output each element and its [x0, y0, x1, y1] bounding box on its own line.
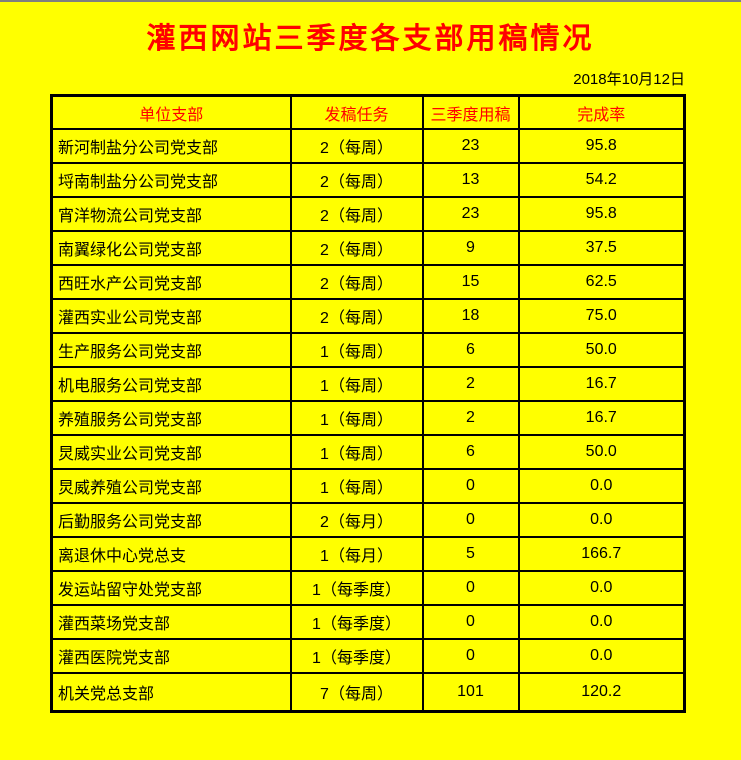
task-cell: 2（每周）: [289, 196, 424, 232]
table-row: 机电服务公司党支部 1（每周） 2 16.7: [50, 366, 686, 402]
unit-cell: 生产服务公司党支部: [50, 332, 292, 368]
report-date: 2018年10月12日: [573, 71, 685, 88]
task-cell: 1（每季度）: [289, 638, 424, 674]
rate-cell: 0.0: [517, 468, 686, 504]
unit-cell: 埒南制盐分公司党支部: [50, 162, 292, 198]
used-cell: 0: [421, 638, 520, 674]
column-header-rate: 完成率: [517, 94, 686, 130]
rate-cell: 16.7: [517, 366, 686, 402]
usage-report-table: 单位支部 发稿任务 三季度用稿 完成率 新河制盐分公司党支部 2（每周） 23 …: [50, 94, 686, 713]
unit-cell: 机电服务公司党支部: [50, 366, 292, 402]
task-cell: 2（每周）: [289, 128, 424, 164]
table-row: 发运站留守处党支部 1（每季度） 0 0.0: [50, 570, 686, 606]
rate-cell: 0.0: [517, 502, 686, 538]
unit-cell: 发运站留守处党支部: [50, 570, 292, 606]
rate-cell: 0.0: [517, 604, 686, 640]
table-row: 灌西菜场党支部 1（每季度） 0 0.0: [50, 604, 686, 640]
rate-cell: 16.7: [517, 400, 686, 436]
rate-cell: 62.5: [517, 264, 686, 300]
unit-cell: 离退休中心党总支: [50, 536, 292, 572]
table-header-row: 单位支部 发稿任务 三季度用稿 完成率: [50, 94, 686, 130]
used-cell: 2: [421, 400, 520, 436]
table-row: 炅威实业公司党支部 1（每周） 6 50.0: [50, 434, 686, 470]
used-cell: 15: [421, 264, 520, 300]
unit-cell: 宵洋物流公司党支部: [50, 196, 292, 232]
used-cell: 23: [421, 128, 520, 164]
used-cell: 0: [421, 604, 520, 640]
table-row: 养殖服务公司党支部 1（每周） 2 16.7: [50, 400, 686, 436]
used-cell: 0: [421, 502, 520, 538]
used-cell: 6: [421, 332, 520, 368]
top-edge-line: [0, 0, 741, 2]
task-cell: 1（每周）: [289, 366, 424, 402]
table-row: 新河制盐分公司党支部 2（每周） 23 95.8: [50, 128, 686, 164]
task-cell: 1（每季度）: [289, 604, 424, 640]
task-cell: 2（每月）: [289, 502, 424, 538]
rate-cell: 75.0: [517, 298, 686, 334]
rate-cell: 0.0: [517, 638, 686, 674]
task-cell: 7（每周）: [289, 672, 424, 713]
table-row: 后勤服务公司党支部 2（每月） 0 0.0: [50, 502, 686, 538]
unit-cell: 养殖服务公司党支部: [50, 400, 292, 436]
table-row: 埒南制盐分公司党支部 2（每周） 13 54.2: [50, 162, 686, 198]
task-cell: 1（每周）: [289, 400, 424, 436]
used-cell: 9: [421, 230, 520, 266]
rate-cell: 50.0: [517, 434, 686, 470]
column-header-unit: 单位支部: [50, 94, 292, 130]
table-row: 灌西实业公司党支部 2（每周） 18 75.0: [50, 298, 686, 334]
rate-cell: 37.5: [517, 230, 686, 266]
task-cell: 1（每周）: [289, 434, 424, 470]
task-cell: 1（每周）: [289, 332, 424, 368]
column-header-used: 三季度用稿: [421, 94, 520, 130]
task-cell: 1（每周）: [289, 468, 424, 504]
rate-cell: 50.0: [517, 332, 686, 368]
page-title: 灌西网站三季度各支部用稿情况: [146, 23, 595, 55]
used-cell: 0: [421, 468, 520, 504]
unit-cell: 后勤服务公司党支部: [50, 502, 292, 538]
task-cell: 1（每月）: [289, 536, 424, 572]
rate-cell: 95.8: [517, 128, 686, 164]
table-row: 生产服务公司党支部 1（每周） 6 50.0: [50, 332, 686, 368]
rate-cell: 166.7: [517, 536, 686, 572]
used-cell: 0: [421, 570, 520, 606]
rate-cell: 95.8: [517, 196, 686, 232]
used-cell: 101: [421, 672, 520, 713]
unit-cell: 灌西菜场党支部: [50, 604, 292, 640]
task-cell: 2（每周）: [289, 264, 424, 300]
used-cell: 2: [421, 366, 520, 402]
unit-cell: 西旺水产公司党支部: [50, 264, 292, 300]
table-row: 宵洋物流公司党支部 2（每周） 23 95.8: [50, 196, 686, 232]
table-row: 机关党总支部 7（每周） 101 120.2: [50, 672, 686, 713]
used-cell: 5: [421, 536, 520, 572]
unit-cell: 炅威养殖公司党支部: [50, 468, 292, 504]
rate-cell: 54.2: [517, 162, 686, 198]
used-cell: 18: [421, 298, 520, 334]
used-cell: 13: [421, 162, 520, 198]
unit-cell: 南翼绿化公司党支部: [50, 230, 292, 266]
table-row: 南翼绿化公司党支部 2（每周） 9 37.5: [50, 230, 686, 266]
used-cell: 6: [421, 434, 520, 470]
unit-cell: 炅威实业公司党支部: [50, 434, 292, 470]
task-cell: 2（每周）: [289, 298, 424, 334]
unit-cell: 灌西实业公司党支部: [50, 298, 292, 334]
column-header-task: 发稿任务: [289, 94, 424, 130]
task-cell: 1（每季度）: [289, 570, 424, 606]
table-row: 炅威养殖公司党支部 1（每周） 0 0.0: [50, 468, 686, 504]
rate-cell: 120.2: [517, 672, 686, 713]
table-row: 灌西医院党支部 1（每季度） 0 0.0: [50, 638, 686, 674]
unit-cell: 灌西医院党支部: [50, 638, 292, 674]
task-cell: 2（每周）: [289, 230, 424, 266]
rate-cell: 0.0: [517, 570, 686, 606]
table-row: 离退休中心党总支 1（每月） 5 166.7: [50, 536, 686, 572]
used-cell: 23: [421, 196, 520, 232]
task-cell: 2（每周）: [289, 162, 424, 198]
unit-cell: 机关党总支部: [50, 672, 292, 713]
table-row: 西旺水产公司党支部 2（每周） 15 62.5: [50, 264, 686, 300]
unit-cell: 新河制盐分公司党支部: [50, 128, 292, 164]
